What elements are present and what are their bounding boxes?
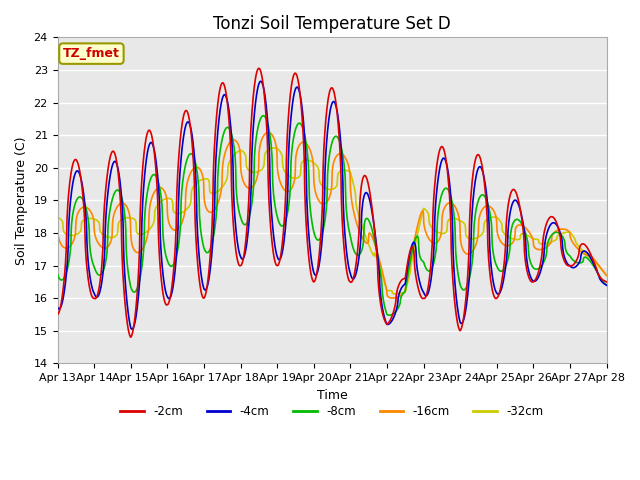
Text: TZ_fmet: TZ_fmet bbox=[63, 47, 120, 60]
Title: Tonzi Soil Temperature Set D: Tonzi Soil Temperature Set D bbox=[213, 15, 451, 33]
Legend: -2cm, -4cm, -8cm, -16cm, -32cm: -2cm, -4cm, -8cm, -16cm, -32cm bbox=[116, 400, 548, 423]
Y-axis label: Soil Temperature (C): Soil Temperature (C) bbox=[15, 136, 28, 264]
X-axis label: Time: Time bbox=[317, 389, 348, 402]
